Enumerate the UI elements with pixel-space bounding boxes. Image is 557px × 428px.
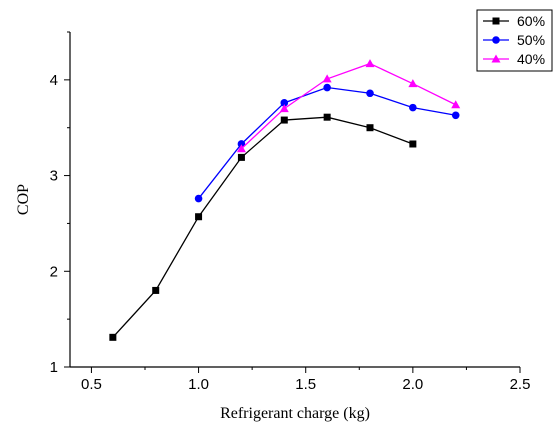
data-point bbox=[451, 100, 460, 108]
data-point bbox=[408, 79, 417, 87]
x-tick-label: 0.5 bbox=[81, 376, 102, 393]
y-axis-title: COP bbox=[15, 184, 32, 215]
series-0 bbox=[109, 114, 416, 341]
series-line bbox=[199, 88, 456, 199]
x-tick-label: 2.5 bbox=[510, 376, 531, 393]
y-tick-label: 2 bbox=[50, 263, 58, 280]
x-axis-title: Refrigerant charge (kg) bbox=[220, 405, 370, 422]
data-point bbox=[238, 154, 245, 161]
series-1 bbox=[195, 84, 460, 203]
data-point bbox=[452, 111, 460, 119]
axes: 0.5 1.0 1.5 2.0 2.5 1 2 3 4 bbox=[50, 32, 531, 393]
x-tick-label: 1.5 bbox=[295, 376, 316, 393]
data-point bbox=[323, 84, 331, 92]
legend-marker bbox=[492, 36, 500, 44]
series-layer bbox=[109, 59, 460, 341]
x-tick-label: 2.0 bbox=[402, 376, 423, 393]
y-tick-label: 3 bbox=[50, 168, 58, 185]
data-point bbox=[195, 195, 203, 203]
y-tick-label: 4 bbox=[50, 72, 58, 89]
legend-label: 60% bbox=[517, 13, 545, 29]
data-point bbox=[366, 59, 375, 67]
data-point bbox=[109, 334, 116, 341]
legend-label: 40% bbox=[517, 51, 545, 67]
data-point bbox=[409, 104, 417, 112]
series-2 bbox=[237, 59, 460, 152]
legend-marker bbox=[493, 18, 500, 25]
data-point bbox=[409, 140, 416, 147]
series-line bbox=[241, 64, 455, 149]
series-line bbox=[113, 117, 413, 337]
legend-label: 50% bbox=[517, 32, 545, 48]
data-point bbox=[152, 287, 159, 294]
legend: 60% 50% 40% bbox=[477, 10, 552, 71]
data-point bbox=[324, 114, 331, 121]
y-tick-label: 1 bbox=[50, 359, 58, 376]
data-point bbox=[366, 89, 374, 97]
x-tick-label: 1.0 bbox=[188, 376, 209, 393]
data-point bbox=[281, 117, 288, 124]
data-point bbox=[367, 124, 374, 131]
data-point bbox=[195, 213, 202, 220]
